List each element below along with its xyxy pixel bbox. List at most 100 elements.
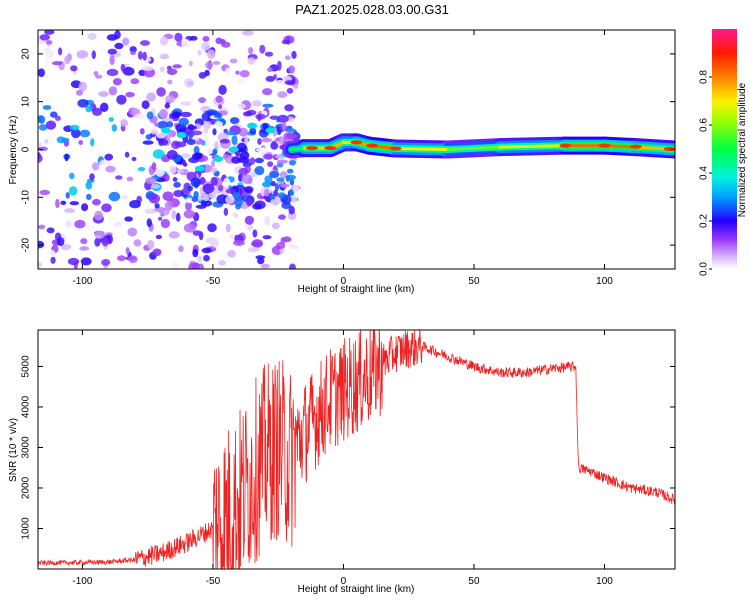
spectrogram-blob <box>80 257 92 266</box>
spectrogram-blob <box>201 247 212 254</box>
spectrogram-blob <box>38 115 46 124</box>
spectrogram-blob <box>289 179 295 186</box>
spectrogram-blob <box>201 42 211 51</box>
spectrogram-blob <box>275 79 285 85</box>
spectrogram-blob <box>68 186 78 196</box>
spectrogram-blob <box>263 188 270 197</box>
spectrogram-blob <box>71 128 81 139</box>
spectrogram-blob <box>133 239 142 247</box>
spectrogram-blob <box>185 201 192 211</box>
spectrogram-blob <box>120 194 129 200</box>
spectrogram-blob <box>55 198 60 209</box>
spectrogram-blob <box>212 148 218 155</box>
spectrogram-blob <box>160 97 166 106</box>
colorbar-ticks: 0.0 0.2 0.4 0.6 0.8 <box>699 70 712 276</box>
spectrogram-blob <box>203 125 209 134</box>
spectrogram-blob <box>50 256 56 264</box>
spectrogram-blob <box>116 94 127 105</box>
spectrogram-blob <box>173 190 184 197</box>
spectrogram-blob <box>85 105 93 113</box>
spectrogram-blob <box>249 36 255 43</box>
spectrogram-blob <box>286 132 298 139</box>
spectrogram-blob <box>54 115 61 121</box>
spectrogram-blob <box>69 124 80 131</box>
spectrogram-blob <box>172 177 178 182</box>
spectrogram-blob <box>264 216 271 226</box>
spectrogram-blob <box>166 121 174 128</box>
spectrogram-blob <box>38 262 43 268</box>
spectrogram-blob <box>285 174 296 181</box>
snr-frame <box>37 329 676 570</box>
spectrogram-blob <box>284 80 296 86</box>
snr-line <box>38 330 675 569</box>
spectrogram-blob <box>183 223 196 233</box>
spectrogram-blob <box>197 97 207 103</box>
spectrogram-blob <box>215 95 223 103</box>
spectrogram-x-ticks: -100 -50 0 50 100 <box>72 30 613 287</box>
spectrogram-blob <box>178 245 184 253</box>
spectrogram-heatmap <box>38 30 675 269</box>
spectrogram-blob <box>279 248 285 254</box>
spectrogram-blob <box>169 165 177 174</box>
spectrogram-blob <box>252 229 258 238</box>
spectrogram-blob <box>260 263 270 269</box>
spectrogram-blob <box>141 65 154 71</box>
x-tick-label: -50 <box>206 276 221 287</box>
spectrogram-blob <box>269 170 280 179</box>
spectrogram-blob <box>171 261 179 269</box>
spectrogram-blob <box>91 162 100 171</box>
spectrogram-blob <box>156 87 166 97</box>
spectrogram-blob <box>159 66 165 73</box>
spectrogram-blob <box>168 231 180 239</box>
spectrogram-blob <box>207 49 216 60</box>
spectrogram-blob <box>50 249 56 257</box>
spectrogram-blob <box>137 51 143 60</box>
spectrogram-blob <box>162 191 174 201</box>
spectrogram-blob <box>139 128 145 135</box>
spectrogram-blob <box>166 68 178 75</box>
spectrogram-blob <box>233 212 238 218</box>
spectrogram-blob <box>235 203 242 210</box>
spectrogram-blob <box>276 159 288 164</box>
spectrogram-blob <box>130 51 136 56</box>
spectrogram-blob <box>129 46 137 53</box>
spectrogram-peak <box>324 146 337 151</box>
spectrogram-blob <box>277 192 286 199</box>
y-tick-label: 3000 <box>21 436 32 459</box>
spectrogram-blob <box>174 32 183 42</box>
spectrogram-blob <box>265 75 276 82</box>
spectrogram-blob <box>108 191 121 202</box>
spectrogram-blob <box>183 209 195 219</box>
spectrogram-blob <box>210 240 219 248</box>
spectrogram-blob <box>104 153 113 161</box>
spectrogram-blob <box>255 147 267 153</box>
spectrogram-blob <box>92 107 103 116</box>
spectrogram-blob <box>207 223 217 233</box>
y-tick-label: -20 <box>21 237 32 252</box>
spectrogram-blob <box>131 156 137 162</box>
spectrogram-blob <box>38 224 46 230</box>
spectrogram-blob <box>210 167 218 173</box>
spectrogram-blob <box>202 36 210 42</box>
spectrogram-blob <box>127 255 138 263</box>
spectrogram-blob <box>255 255 266 260</box>
spectrogram-peak <box>366 143 379 148</box>
spectrogram-blob <box>166 149 178 160</box>
spectrogram-blob <box>225 188 236 194</box>
spectrogram-blob <box>280 237 286 245</box>
spectrogram-blob <box>235 70 240 75</box>
spectrogram-blob <box>76 50 89 59</box>
spectrogram-blob <box>286 87 294 94</box>
spectrogram-blob <box>94 210 104 221</box>
spectrogram-blob <box>60 244 72 251</box>
spectrogram-blob <box>39 34 50 41</box>
spectrogram-blob <box>108 86 118 96</box>
spectrogram-blob <box>189 35 198 41</box>
spectrogram-blob <box>244 135 249 146</box>
spectrogram-blob <box>292 185 300 193</box>
colorbar-tick-label: 0.4 <box>699 166 710 180</box>
spectrogram-blob <box>42 105 52 110</box>
spectrogram-blob <box>44 57 52 64</box>
spectrogram-blob <box>86 224 95 231</box>
